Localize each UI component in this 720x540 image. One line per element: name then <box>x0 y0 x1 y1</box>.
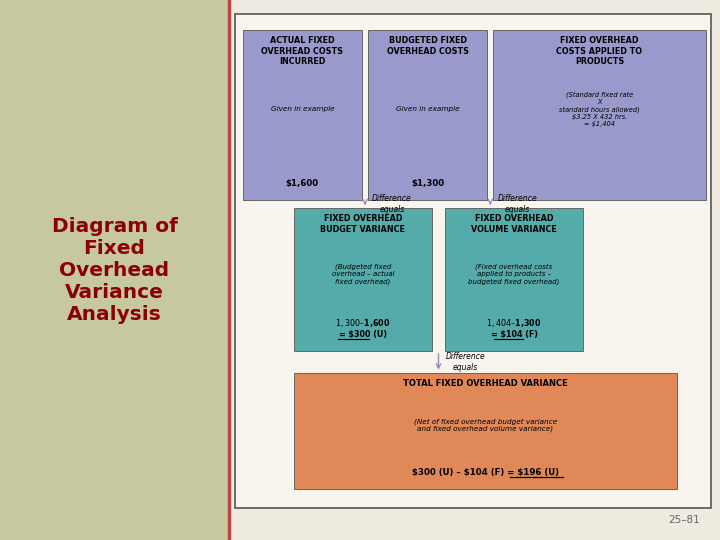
Text: Given in example: Given in example <box>271 106 334 112</box>
Text: $1,300: $1,300 <box>411 179 444 188</box>
Text: TOTAL FIXED OVERHEAD VARIANCE: TOTAL FIXED OVERHEAD VARIANCE <box>403 379 567 388</box>
Text: Given in example: Given in example <box>396 106 459 112</box>
Text: Diagram of
Fixed
Overhead
Variance
Analysis: Diagram of Fixed Overhead Variance Analy… <box>52 217 177 323</box>
Text: BUDGETED FIXED
OVERHEAD COSTS: BUDGETED FIXED OVERHEAD COSTS <box>387 36 469 56</box>
Text: $300 (U) – $104 (F) = $196 (U): $300 (U) – $104 (F) = $196 (U) <box>412 468 559 477</box>
FancyBboxPatch shape <box>243 30 362 200</box>
FancyBboxPatch shape <box>294 373 677 489</box>
Text: ACTUAL FIXED
OVERHEAD COSTS
INCURRED: ACTUAL FIXED OVERHEAD COSTS INCURRED <box>261 36 343 66</box>
Text: (Budgeted fixed
overhead – actual
fixed overhead): (Budgeted fixed overhead – actual fixed … <box>332 264 394 285</box>
Text: 25–81: 25–81 <box>668 515 700 525</box>
Text: Difference
equals: Difference equals <box>372 194 412 213</box>
Text: FIXED OVERHEAD
COSTS APPLIED TO
PRODUCTS: FIXED OVERHEAD COSTS APPLIED TO PRODUCTS <box>557 36 642 66</box>
FancyBboxPatch shape <box>493 30 706 200</box>
Text: Difference
equals: Difference equals <box>498 194 537 213</box>
Text: FIXED OVERHEAD
VOLUME VARIANCE: FIXED OVERHEAD VOLUME VARIANCE <box>471 214 557 234</box>
Text: $1,404 – $1,300
= $104 (F): $1,404 – $1,300 = $104 (F) <box>487 317 541 339</box>
Text: (Standard fixed rate
X
standard hours allowed)
$3.25 X 432 hrs.
= $1,404: (Standard fixed rate X standard hours al… <box>559 92 640 127</box>
Text: FIXED OVERHEAD
BUDGET VARIANCE: FIXED OVERHEAD BUDGET VARIANCE <box>320 214 405 234</box>
Text: (Net of fixed overhead budget variance
and fixed overhead volume variance): (Net of fixed overhead budget variance a… <box>414 418 557 433</box>
Text: Difference
equals: Difference equals <box>446 352 485 372</box>
FancyBboxPatch shape <box>368 30 487 200</box>
FancyBboxPatch shape <box>445 208 583 351</box>
Bar <box>0 0 229 540</box>
FancyBboxPatch shape <box>235 14 711 508</box>
Bar <box>229 0 720 540</box>
Text: (Fixed overhead costs
applied to products –
budgeted fixed overhead): (Fixed overhead costs applied to product… <box>469 264 559 285</box>
FancyBboxPatch shape <box>294 208 432 351</box>
Text: $1,600: $1,600 <box>286 179 319 188</box>
Text: $1,300 – $1,600
= $300 (U): $1,300 – $1,600 = $300 (U) <box>336 317 390 339</box>
